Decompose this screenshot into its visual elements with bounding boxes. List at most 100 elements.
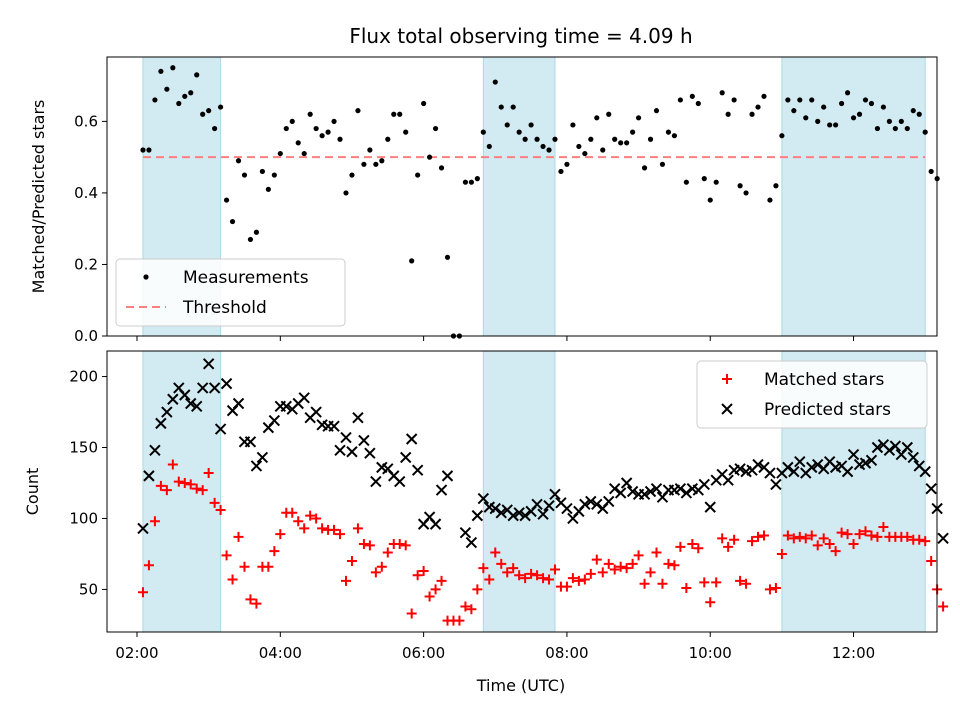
measurement-point: [683, 179, 689, 185]
top-shaded-interval: [482, 56, 556, 337]
measurement-point: [540, 143, 546, 150]
matched-stars-point: [287, 507, 298, 518]
matched-stars-point: [776, 548, 787, 559]
measurement-point: [277, 150, 283, 157]
predicted-stars-point: [549, 488, 561, 501]
matched-stars-point: [741, 578, 752, 589]
measurement-point: [325, 129, 331, 135]
predicted-stars-point: [471, 509, 484, 522]
matched-stars-point: [245, 594, 256, 605]
matched-stars-point: [860, 526, 871, 537]
xtick-label: 08:00: [545, 644, 588, 662]
predicted-stars-point: [208, 382, 221, 394]
predicted-stars-point: [280, 400, 292, 413]
top-shaded-interval: [781, 56, 926, 337]
top-legend: Measurements Threshold: [115, 258, 346, 327]
predicted-stars-point: [591, 498, 603, 510]
predicted-stars-point: [465, 536, 478, 549]
measurement-point: [868, 100, 875, 107]
predicted-stars-point: [137, 522, 149, 535]
measurement-point: [725, 111, 731, 117]
measurement-point: [767, 197, 773, 203]
predicted-stars-point: [722, 474, 734, 486]
predicted-stars-point: [256, 451, 269, 464]
measurement-point: [397, 111, 403, 117]
measurement-point: [498, 104, 504, 110]
matched-stars-point: [938, 601, 949, 612]
figure-title: Flux total observing time = 4.09 h: [349, 24, 692, 48]
matched-stars-point: [275, 529, 286, 540]
matched-stars-point: [770, 583, 781, 594]
predicted-stars-point: [155, 417, 167, 430]
predicted-stars-point: [537, 508, 549, 520]
predicted-stars-point: [364, 447, 376, 459]
matched-stars-point: [167, 459, 178, 470]
predicted-stars-point: [812, 458, 824, 471]
predicted-stars-point: [788, 465, 800, 478]
predicted-stars-point: [185, 397, 197, 410]
bottom-axes-frame: [106, 350, 938, 633]
measurement-point: [600, 147, 606, 153]
matched-stars-point: [197, 485, 208, 496]
measurement-point: [522, 136, 528, 142]
predicted-stars-point: [441, 470, 454, 482]
matched-stars-point: [209, 497, 220, 508]
matched-stars-point: [585, 568, 596, 579]
top-panel: 0.0 0.2 0.4 0.6 Matched/Predicted stars Measu…: [29, 56, 940, 345]
matched-stars-point: [185, 479, 196, 490]
measurement-point: [546, 147, 552, 153]
matched-stars-point: [669, 560, 680, 571]
predicted-stars-point: [191, 400, 203, 413]
measurement-point: [355, 108, 361, 114]
xtick-label: 02:00: [115, 644, 158, 662]
predicted-stars-point: [919, 465, 931, 478]
measurement-point: [182, 93, 188, 99]
measurement-point: [707, 197, 713, 203]
predicted-stars-point: [232, 397, 245, 410]
matched-stars-point: [747, 536, 758, 547]
matched-stars-point: [484, 574, 495, 585]
predicted-stars-point: [358, 434, 370, 447]
measurement-point: [217, 104, 224, 110]
measurement-point: [426, 154, 433, 160]
predicted-stars-point: [638, 488, 651, 501]
predicted-stars-point: [399, 451, 412, 464]
measurement-point: [379, 158, 385, 164]
predicted-stars-point: [608, 482, 621, 495]
measurement-point: [403, 129, 409, 135]
matched-stars-point: [269, 546, 280, 557]
matched-stars-point: [753, 531, 764, 542]
measurement-point: [624, 140, 630, 146]
measurement-point: [862, 97, 869, 103]
predicted-stars-point: [937, 532, 949, 545]
measurement-point: [444, 254, 451, 260]
top-axes-frame: [106, 56, 938, 337]
measurement-point: [922, 129, 928, 135]
matched-stars-point: [454, 615, 465, 626]
matched-stars-point: [436, 575, 447, 586]
measurement-point: [468, 179, 474, 185]
measurement-point: [761, 93, 767, 99]
legend-measurements-label: Measurements: [183, 268, 309, 288]
xtick-label: 10:00: [689, 644, 732, 662]
measurement-point: [641, 165, 648, 171]
predicted-stars-point: [196, 382, 209, 394]
measurement-point: [462, 179, 469, 185]
matched-stars-point: [806, 530, 817, 541]
predicted-stars-point: [143, 470, 155, 482]
predicted-stars-point: [626, 485, 639, 498]
matched-stars-point: [472, 584, 483, 595]
matched-stars-point: [364, 540, 375, 551]
matched-stars-point: [902, 531, 913, 542]
matched-stars-point: [299, 523, 310, 534]
predicted-stars-point: [346, 446, 358, 458]
predicted-stars-point: [340, 431, 352, 444]
measurement-point: [188, 90, 194, 96]
predicted-stars-point: [513, 507, 525, 519]
predicted-stars-point: [925, 482, 937, 495]
measurement-point: [797, 97, 803, 103]
measurement-point: [880, 104, 887, 110]
predicted-stars-point: [698, 478, 710, 491]
measurement-point: [492, 79, 498, 85]
measurement-point: [630, 129, 636, 135]
